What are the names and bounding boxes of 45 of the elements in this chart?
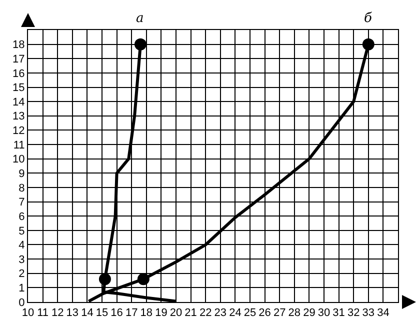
x-tick-label: 26	[258, 307, 271, 320]
y-tick-label: 8	[18, 182, 25, 194]
y-tick-label: 6	[18, 210, 25, 223]
x-tick-label: 24	[229, 307, 242, 320]
y-tick-label: 1	[18, 282, 25, 295]
y-tick-label: 15	[12, 82, 25, 94]
x-tick-label: 12	[51, 307, 64, 320]
y-tick-label: 4	[18, 240, 25, 252]
x-tick-label: 14	[81, 307, 94, 320]
y-tick-label: 9	[18, 168, 25, 180]
x-tick-label: 19	[155, 307, 168, 320]
y-tick-label: 12	[12, 125, 25, 138]
x-tick-label: 33	[362, 307, 375, 320]
x-tick-label: 25	[244, 307, 256, 320]
y-tick-label: 16	[12, 68, 25, 80]
y-tick-label: 13	[12, 110, 25, 123]
x-tick-label: 27	[273, 307, 286, 320]
x-tick-label: 17	[125, 307, 138, 320]
x-tick-label: 22	[199, 307, 212, 320]
x-tick-label: 23	[214, 307, 227, 320]
y-tick-label: 3	[18, 254, 25, 266]
y-tick-label: 18	[12, 39, 25, 52]
x-tick-label: 13	[66, 307, 79, 320]
x-tick-label: 20	[170, 307, 182, 320]
y-tick-label: 0	[18, 296, 25, 309]
series-label: б	[364, 11, 372, 26]
series-label: а	[136, 11, 144, 26]
x-tick-label: 16	[110, 307, 123, 320]
y-tick-label: 10	[12, 154, 25, 166]
x-tick-label: 11	[37, 307, 49, 320]
y-tick-label: 5	[18, 225, 25, 238]
y-tick-label: 17	[12, 53, 25, 66]
x-tick-label: 21	[184, 307, 197, 320]
y-tick-label: 7	[18, 196, 25, 209]
x-tick-label: 32	[347, 307, 360, 320]
x-tick-label: 34	[377, 307, 390, 320]
x-tick-label: 31	[332, 307, 345, 320]
x-tick-label: 29	[303, 307, 316, 320]
y-tick-label: 11	[13, 139, 25, 152]
x-tick-label: 15	[96, 307, 108, 320]
y-tick-label: 2	[18, 268, 25, 280]
x-tick-label: 30	[318, 307, 330, 320]
y-tick-label: 14	[12, 96, 25, 108]
x-tick-label: 28	[288, 307, 301, 320]
x-tick-label: 18	[140, 307, 153, 320]
